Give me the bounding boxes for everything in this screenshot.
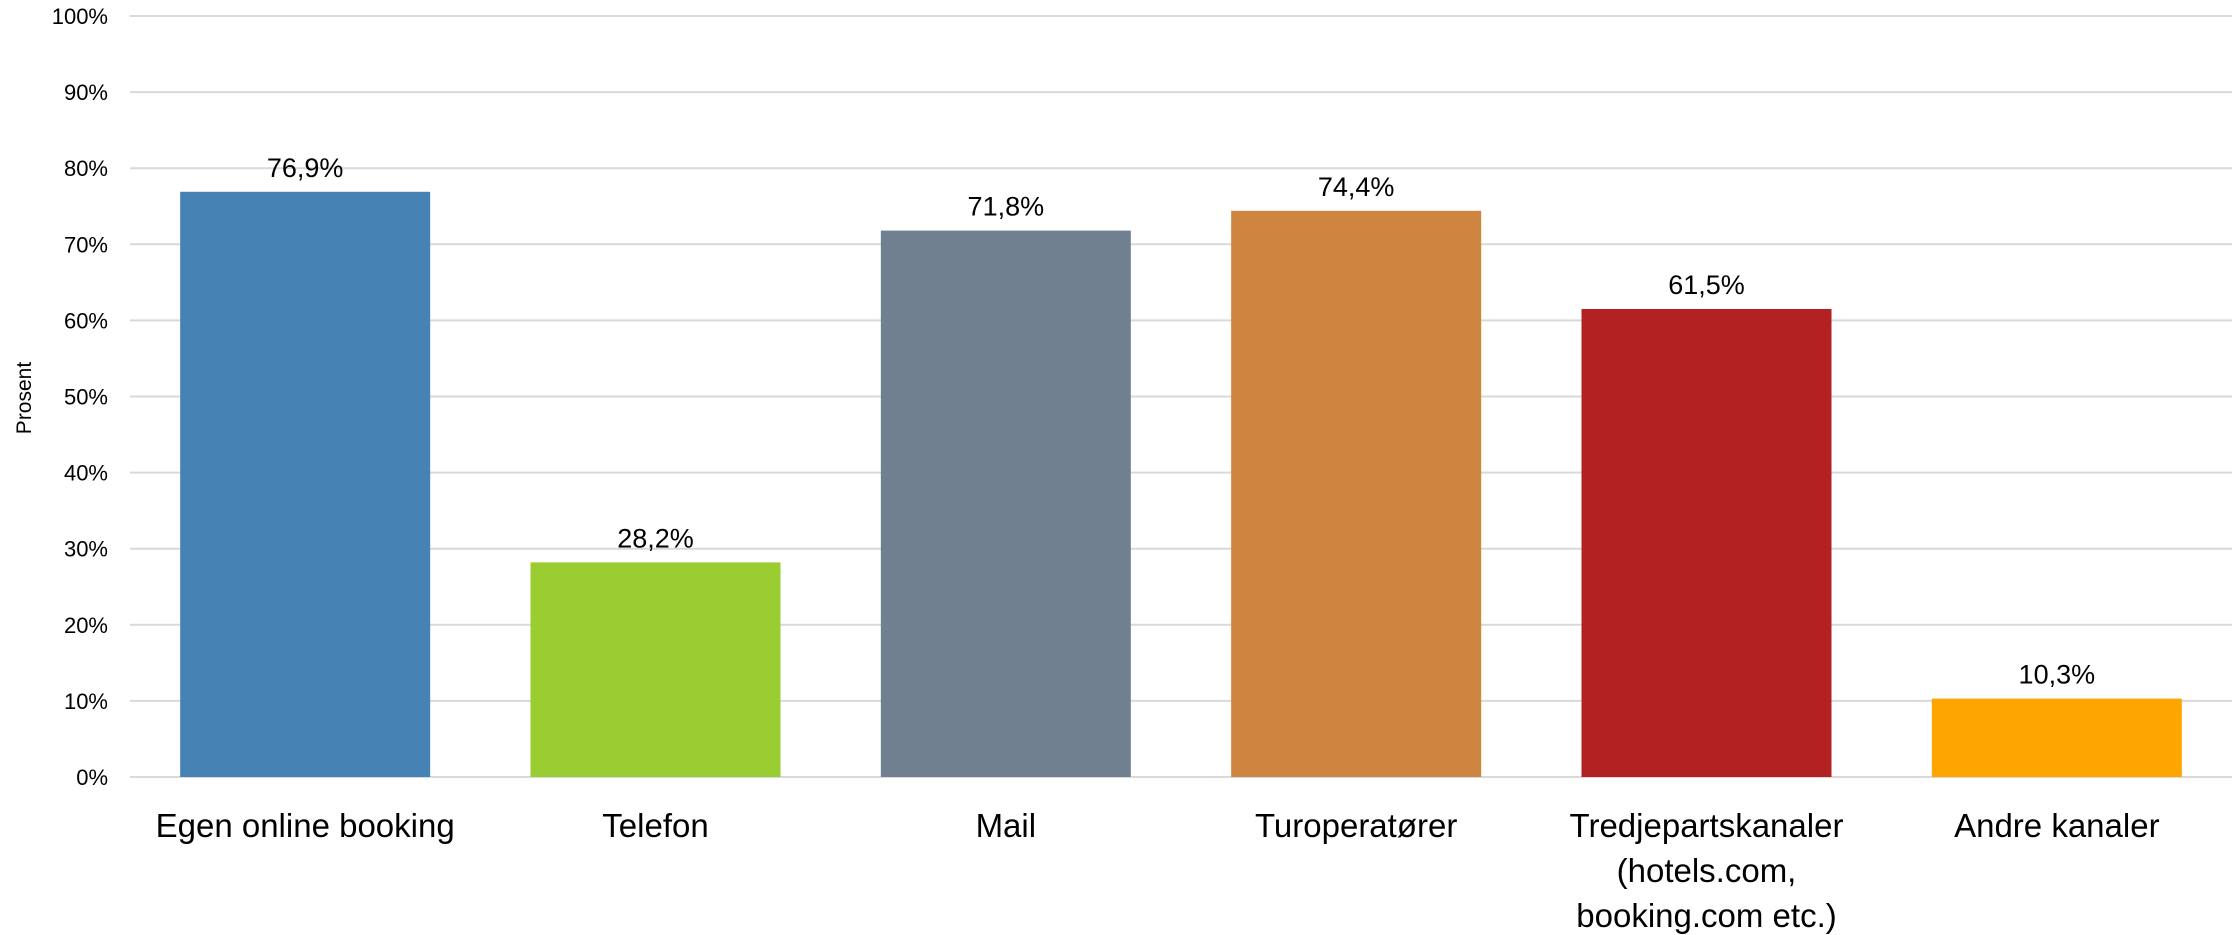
x-tick-label-line: Mail <box>976 807 1037 844</box>
x-tick-label: Turoperatører <box>1255 807 1457 844</box>
y-tick-label: 0% <box>76 765 108 790</box>
bar <box>1931 698 2182 777</box>
x-tick-label-line: (hotels.com, <box>1617 852 1797 889</box>
y-tick-label: 70% <box>64 232 108 257</box>
y-tick-label: 10% <box>64 689 108 714</box>
x-tick-label-line: Andre kanaler <box>1954 807 2159 844</box>
data-label: 76,9% <box>267 153 344 183</box>
x-tick-label-line: booking.com etc.) <box>1576 897 1836 934</box>
x-tick-label-line: Telefon <box>602 807 708 844</box>
x-tick-label: Telefon <box>602 807 708 844</box>
gridlines <box>130 15 2232 778</box>
bar <box>180 191 431 777</box>
y-tick-label: 50% <box>64 385 108 410</box>
data-label: 10,3% <box>2019 660 2096 690</box>
y-tick-label: 20% <box>64 613 108 638</box>
bar <box>880 230 1131 778</box>
x-tick-label: Mail <box>976 807 1037 844</box>
y-tick-label: 40% <box>64 461 108 486</box>
x-tick-label-line: Tredjepartskanaler <box>1570 807 1844 844</box>
data-label: 71,8% <box>968 192 1045 222</box>
bar <box>530 562 781 777</box>
data-labels: 76,9% 28,2% 71,8% 74,4% 61,5% 10,3% <box>267 153 2095 690</box>
bar <box>1581 308 1832 777</box>
y-tick-label: 60% <box>64 308 108 333</box>
x-tick-label: Andre kanaler <box>1954 807 2159 844</box>
x-tick-label: Tredjepartskanaler (hotels.com, booking.co… <box>1570 807 1844 934</box>
y-axis-title: Prosent <box>13 362 36 435</box>
x-tick-label-line: Egen online booking <box>156 807 455 844</box>
y-tick-label: 100% <box>52 4 108 29</box>
data-label: 28,2% <box>617 523 694 553</box>
y-tick-label: 30% <box>64 537 108 562</box>
y-tick-label: 90% <box>64 80 108 105</box>
bars <box>180 191 2182 778</box>
y-axis-ticks: 0% 10% 20% 30% 40% 50% 60% 70% 80% 90% 100% <box>52 4 108 790</box>
x-axis-labels: Egen online booking Telefon Mail Turoperatø… <box>156 807 2160 934</box>
bar <box>1231 210 1482 778</box>
y-tick-label: 80% <box>64 156 108 181</box>
x-tick-label: Egen online booking <box>156 807 455 844</box>
data-label: 74,4% <box>1318 172 1395 202</box>
data-label: 61,5% <box>1668 270 1745 300</box>
x-tick-label-line: Turoperatører <box>1255 807 1457 844</box>
